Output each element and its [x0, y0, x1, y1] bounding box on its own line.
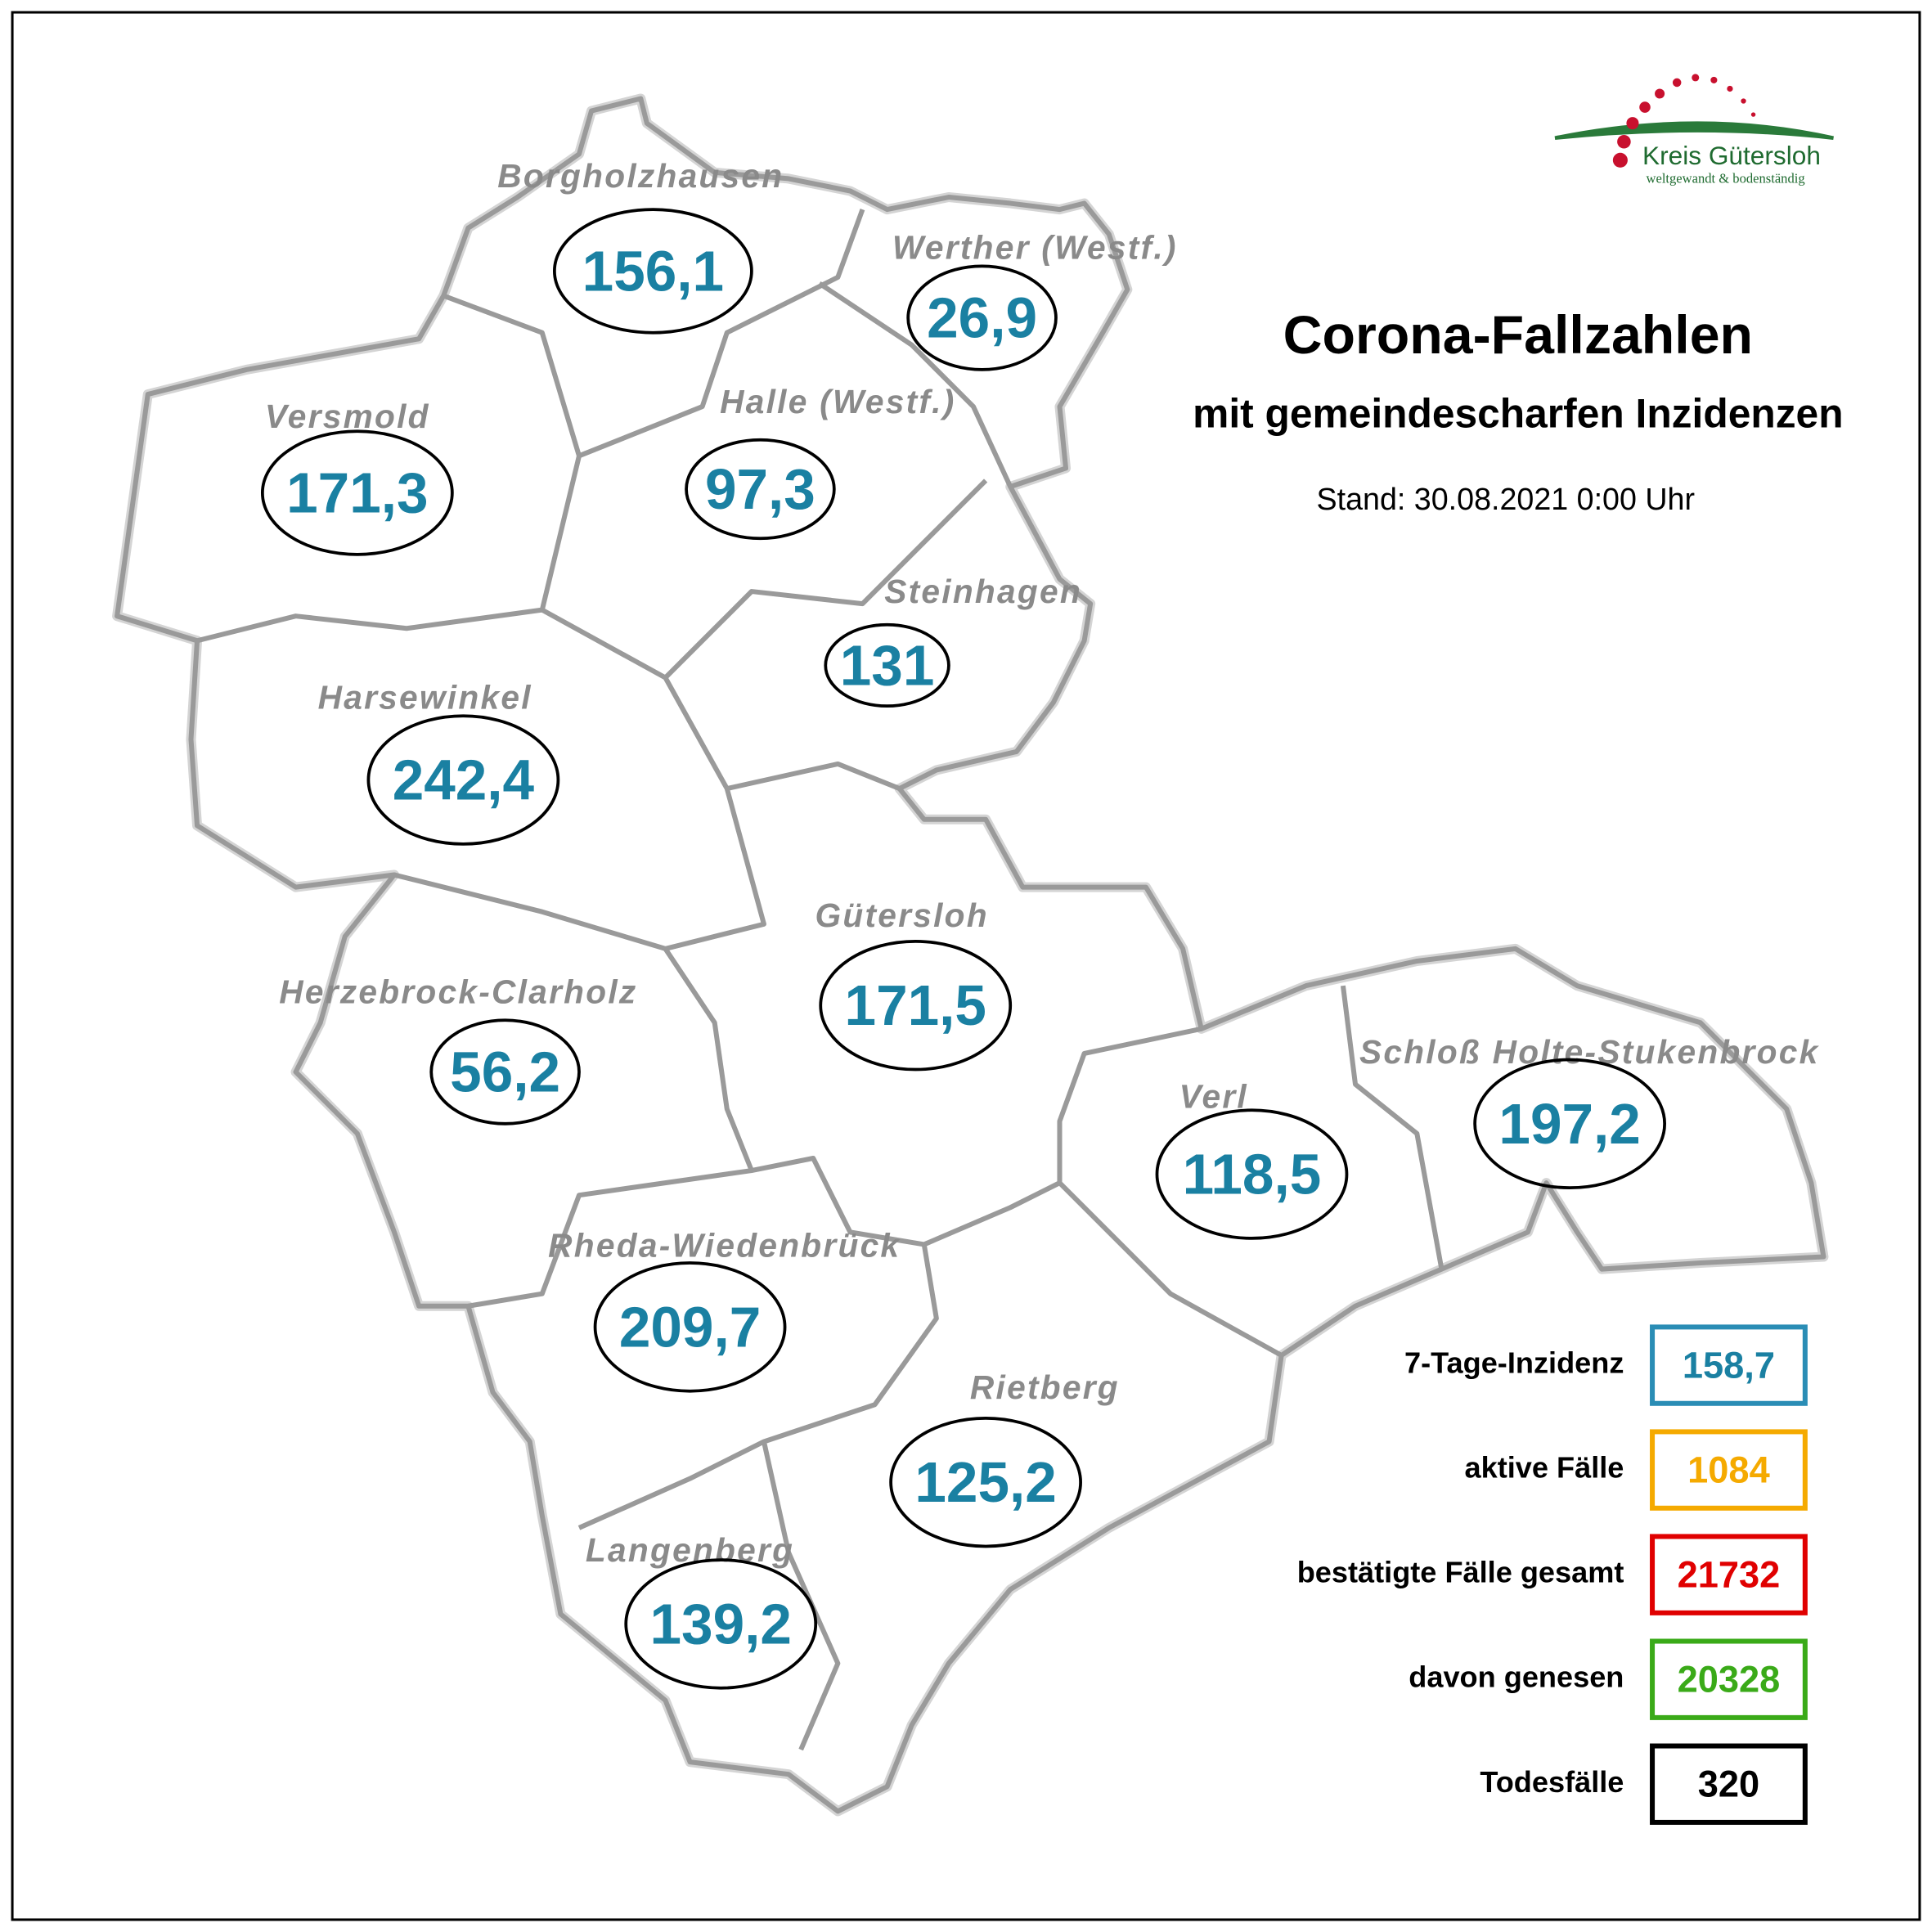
summary-value: 320	[1698, 1764, 1759, 1805]
municipality-name: Rheda-Wiedenbrück	[548, 1227, 901, 1265]
municipality-incidence: 171,5	[845, 973, 986, 1037]
municipality-incidence: 171,3	[286, 461, 428, 525]
logo-dot	[1626, 117, 1639, 130]
logo-swoosh	[1554, 121, 1834, 140]
summary-box	[1650, 1324, 1808, 1406]
logo-dot	[1639, 101, 1651, 113]
incidence-ring	[685, 438, 836, 541]
municipality-incidence: 156,1	[582, 239, 724, 303]
logo-dot	[1672, 78, 1682, 88]
municipality-incidence: 118,5	[1183, 1143, 1322, 1206]
summary-label: aktive Fälle	[1465, 1451, 1624, 1485]
title: Corona-Fallzahlen	[1283, 305, 1753, 366]
frame	[11, 11, 1921, 1921]
municipality-name: Werther (Westf.)	[892, 229, 1178, 267]
municipality-incidence: 209,7	[619, 1295, 761, 1359]
municipality-incidence: 139,2	[650, 1592, 792, 1656]
logo-dot	[1617, 134, 1631, 149]
summary-label: 7-Tage-Inzidenz	[1404, 1346, 1624, 1380]
district-map	[112, 93, 1829, 1817]
logo-dot	[1655, 88, 1665, 99]
municipality-name: Rietberg	[970, 1368, 1120, 1406]
logo-name: Kreis Gütersloh	[1642, 141, 1821, 170]
municipality-incidence: 26,9	[927, 286, 1037, 350]
municipality-name: Halle (Westf.)	[720, 383, 955, 420]
summary-box	[1650, 1743, 1808, 1825]
municipality-incidence: 131	[840, 633, 935, 697]
summary-box	[1650, 1429, 1808, 1511]
municipality-name: Herzebrock-Clarholz	[279, 973, 637, 1010]
municipality-name: Versmold	[265, 398, 430, 435]
incidence-ring	[1155, 1108, 1349, 1240]
summary-label: davon genesen	[1409, 1660, 1624, 1694]
municipality-name: Verl	[1179, 1077, 1248, 1115]
summary-label: Todesfälle	[1480, 1765, 1624, 1799]
incidence-ring	[624, 1558, 818, 1690]
district-outline	[115, 96, 1826, 1814]
summary-box	[1650, 1638, 1808, 1720]
municipality-incidence: 97,3	[705, 457, 815, 521]
logo-dots	[1612, 74, 1756, 168]
incidence-ring	[260, 429, 454, 556]
logo-tagline: weltgewandt & bodenständig	[1647, 171, 1805, 186]
municipality-incidence: 197,2	[1498, 1092, 1640, 1156]
incidence-ring	[366, 714, 560, 846]
logo-dot	[1692, 74, 1700, 82]
incidence-ring	[1473, 1058, 1666, 1190]
incidence-ring	[889, 1416, 1082, 1548]
municipality-name: Steinhagen	[884, 573, 1082, 610]
municipality-name: Harsewinkel	[318, 678, 532, 716]
summary-value: 158,7	[1683, 1345, 1775, 1386]
summary-value: 1084	[1687, 1449, 1770, 1491]
municipality-incidence: 242,4	[393, 748, 535, 812]
summary-value: 21732	[1678, 1554, 1781, 1596]
municipal-borders	[196, 209, 1445, 1751]
municipality-incidence: 56,2	[450, 1040, 560, 1104]
municipality-incidence: 125,2	[914, 1450, 1056, 1514]
summary-value: 20328	[1678, 1659, 1781, 1701]
logo: Kreis Gütersloh weltgewandt & bodenständ…	[1554, 74, 1834, 186]
incidence-ring	[906, 264, 1058, 371]
logo-dot	[1741, 98, 1746, 104]
summary-box	[1650, 1534, 1808, 1615]
logo-dot	[1727, 85, 1733, 92]
municipality-name: Borgholzhausen	[497, 157, 784, 195]
municipality-name: Gütersloh	[815, 896, 988, 934]
incidence-ring	[819, 939, 1013, 1072]
stand: Stand: 30.08.2021 0:00 Uhr	[1317, 482, 1696, 516]
subtitle: mit gemeindescharfen Inzidenzen	[1193, 390, 1843, 436]
incidence-ring	[593, 1261, 787, 1393]
logo-dot	[1710, 76, 1718, 83]
logo-dot	[1612, 152, 1628, 168]
incidence-ring	[429, 1018, 581, 1126]
incidence-ring	[552, 208, 753, 335]
logo-dot	[1750, 112, 1756, 117]
summary-label: bestätigte Fälle gesamt	[1297, 1556, 1624, 1589]
municipality-name: Schloß Holte-Stukenbrock	[1359, 1033, 1820, 1071]
incidence-ring	[824, 622, 950, 708]
